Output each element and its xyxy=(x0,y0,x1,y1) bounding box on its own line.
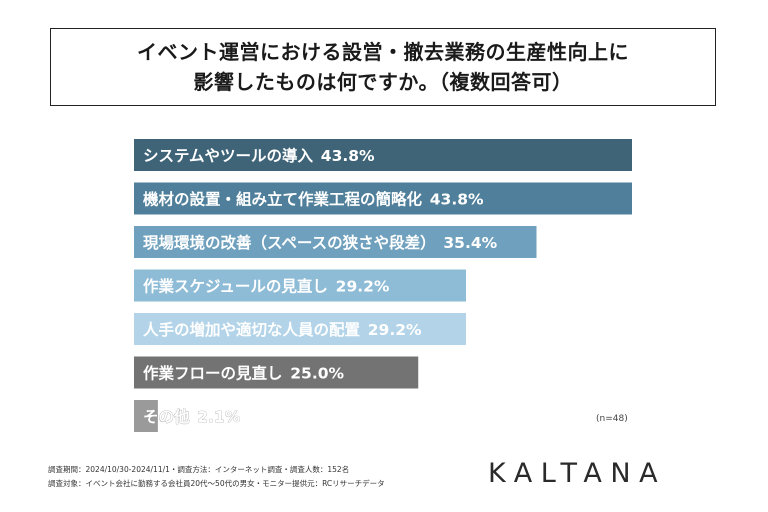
bar-label-3: 作業スケジュールの見直し 29.2% xyxy=(143,277,390,296)
bar-3 xyxy=(134,269,466,302)
sample-size-note: (n=48) xyxy=(596,414,628,424)
bar-2 xyxy=(134,226,537,258)
bar-0 xyxy=(134,139,632,171)
title-box: イベント運営における設営・撤去業務の生産性向上に 影響したものは何ですか。（複数… xyxy=(50,28,716,106)
bar-label-1: 機材の設置・組み立て作業工程の簡略化 43.8% xyxy=(143,190,484,209)
survey-target-note: 調査対象：イベント会社に勤務する会社員20代〜50代の男女・モニター提供元：RC… xyxy=(48,479,385,488)
bar-1 xyxy=(134,182,632,215)
title-line-2: 影響したものは何ですか。（複数回答可） xyxy=(193,70,573,94)
brand-logo: KALTANA xyxy=(488,458,667,489)
bar-label-6: その他 2.1% xyxy=(143,407,241,426)
survey-period-note: 調査期間：2024/10/30-2024/11/1・調査方法：インターネット調査… xyxy=(48,465,350,474)
bar-6 xyxy=(134,400,158,432)
bar-label-5: 作業フローの見直し 25.0% xyxy=(143,364,344,383)
bar-5 xyxy=(134,356,419,389)
bar-label-2: 現場環境の改善（スペースの狭さや段差） 35.4% xyxy=(143,233,498,252)
bar-label-4: 人手の増加や適切な人員の配置 29.2% xyxy=(143,320,422,339)
bar-label-0: システムやツールの導入 43.8% xyxy=(143,146,375,165)
bar-4 xyxy=(134,313,466,345)
title-line-1: イベント運営における設営・撤去業務の生産性向上に xyxy=(137,40,629,64)
